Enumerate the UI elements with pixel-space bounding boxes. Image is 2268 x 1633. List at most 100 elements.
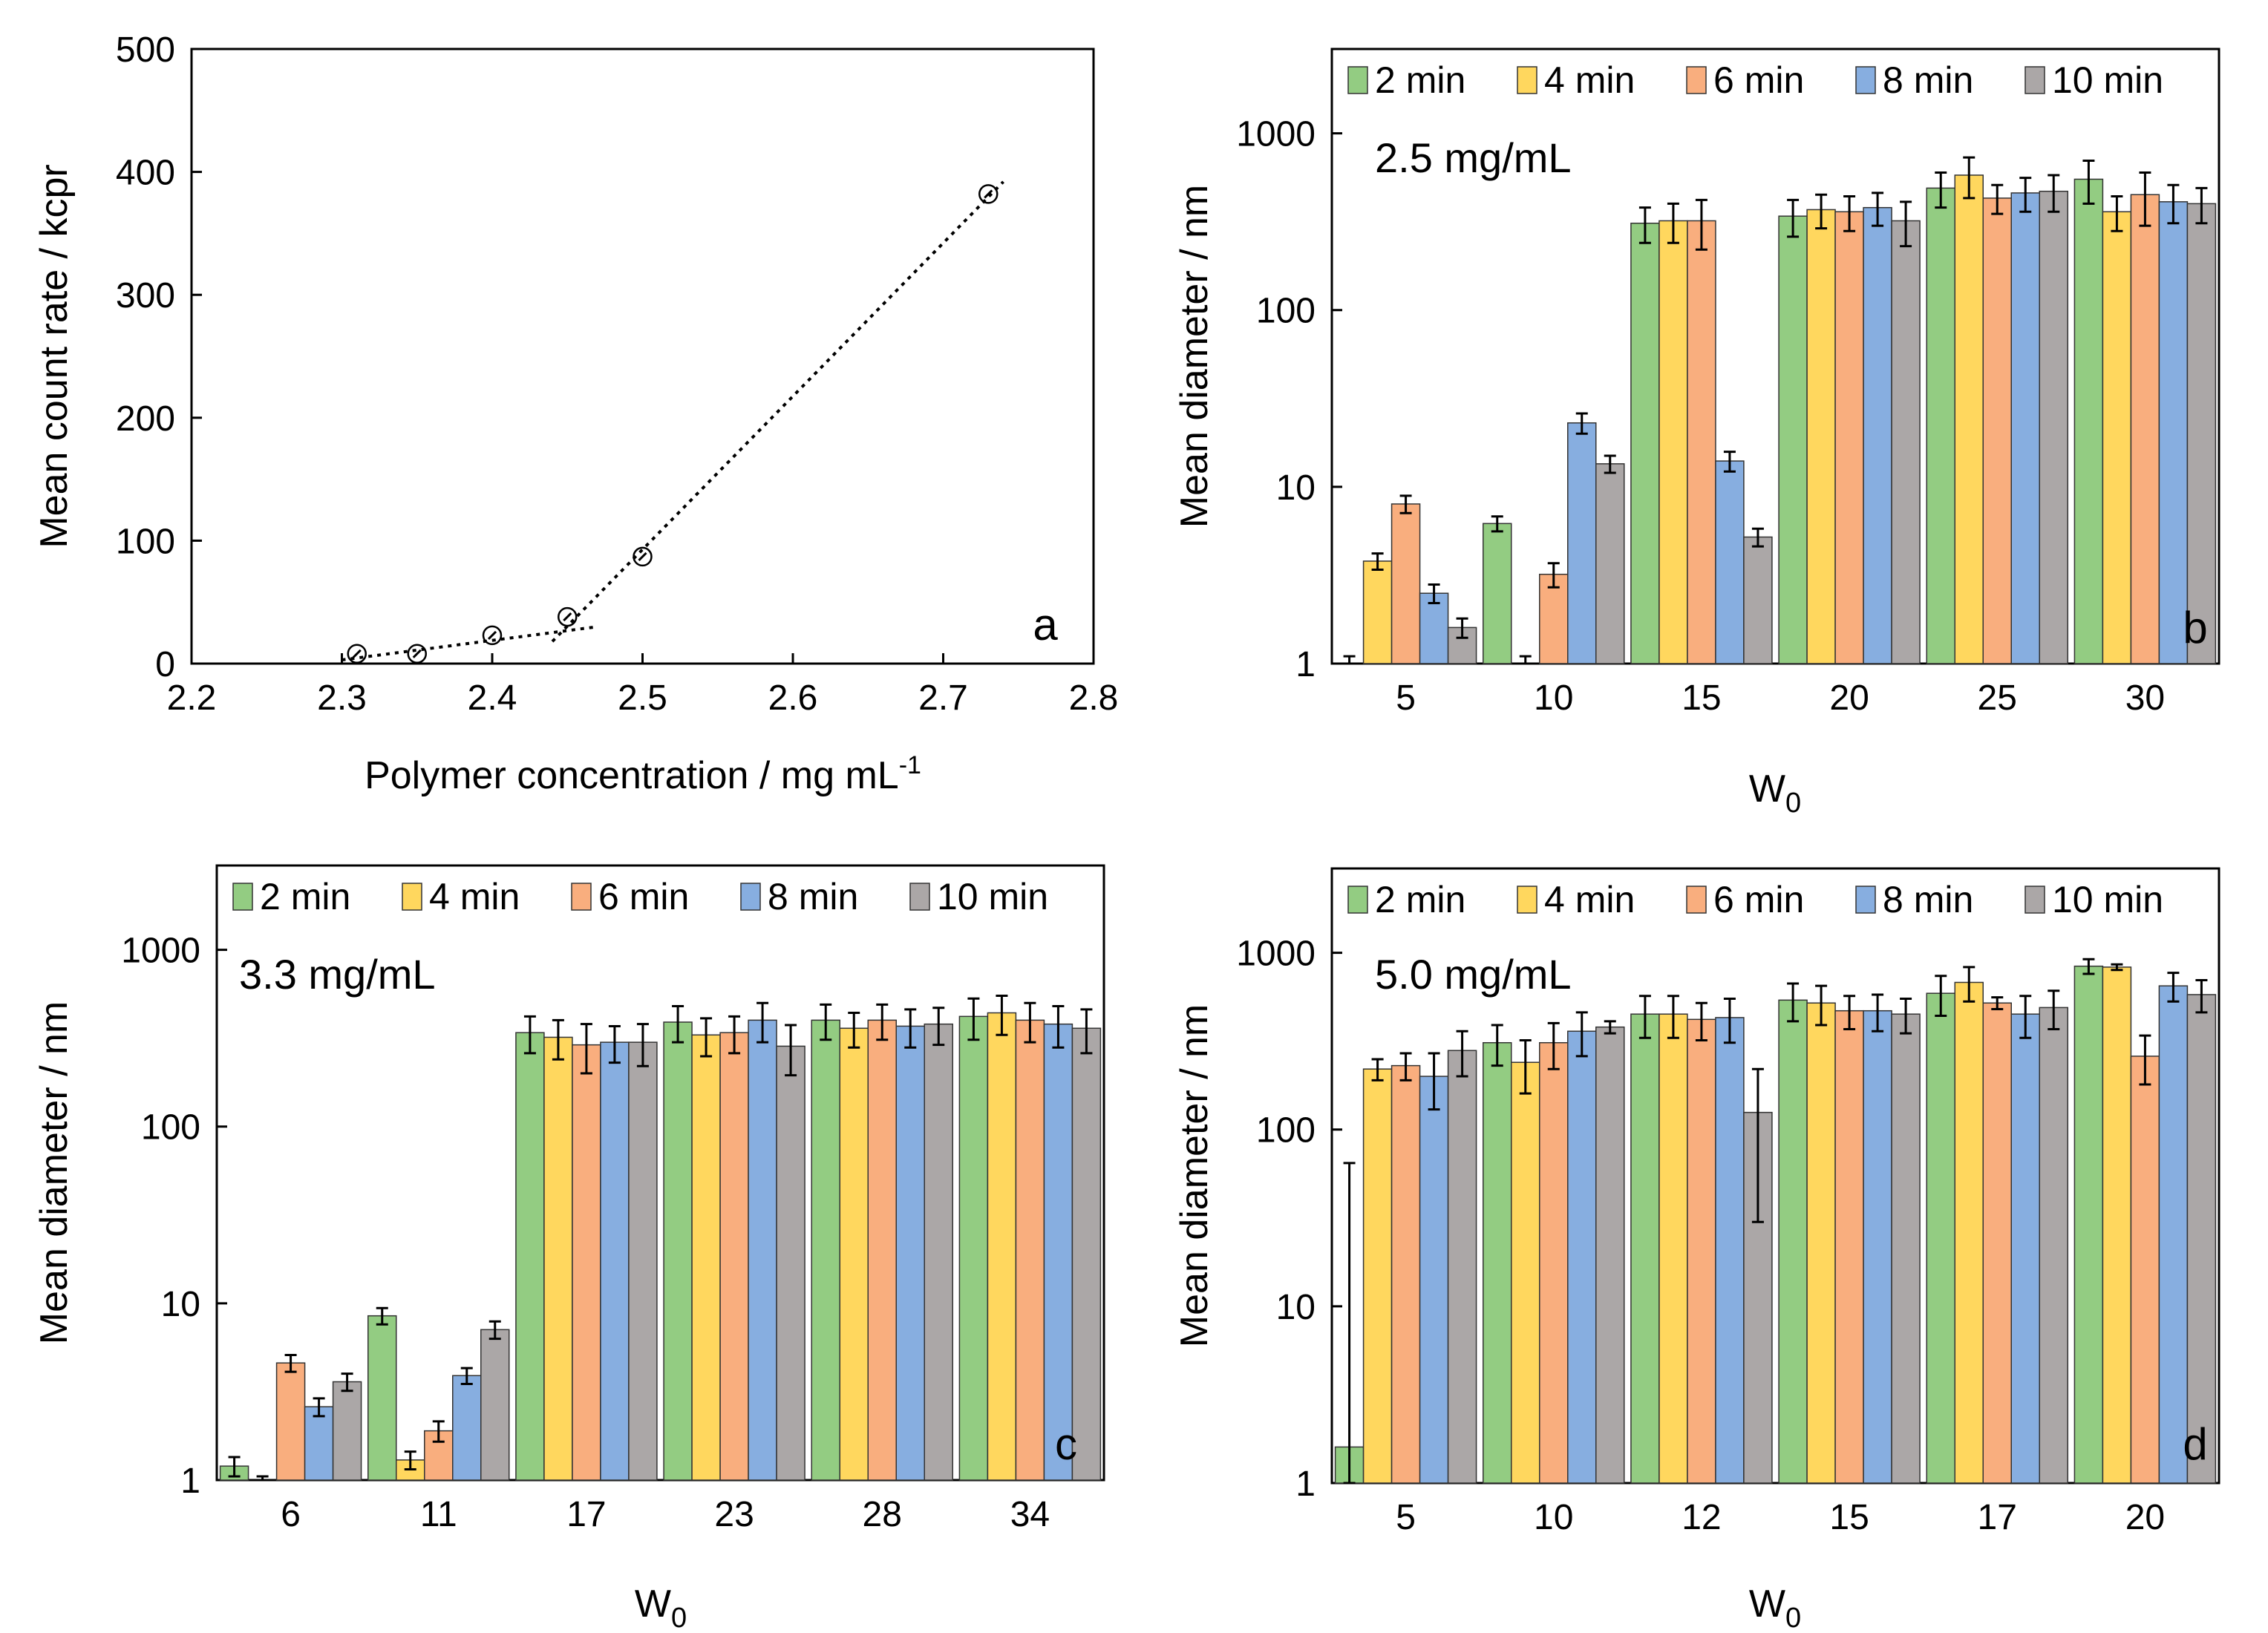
panel-d-legend-label: 6 min <box>1713 879 1804 920</box>
panel-d-bar <box>1447 1050 1477 1484</box>
panel-b-bar <box>1715 460 1745 664</box>
panel-a-fit-line <box>341 625 598 662</box>
panel-b-bar <box>2158 201 2189 664</box>
panel-d-bar <box>2158 985 2189 1484</box>
panel-c-y-tick-label: 1 <box>180 1462 200 1501</box>
panel-d-bar <box>1926 992 1955 1484</box>
panel-d-legend-swatch <box>1517 886 1537 914</box>
panel-b-letter: b <box>2183 603 2207 652</box>
panel-c-bar <box>1015 1019 1045 1481</box>
panel-c-legend-label: 8 min <box>768 876 858 917</box>
panel-b-bar-chart: 1 10 100 1000 5 10 15 20 25 30 2 min 4 min 6 min 8 m… <box>1173 48 2220 819</box>
panel-b-bar <box>1390 503 1421 664</box>
panel-c-bar <box>275 1362 306 1481</box>
panel-a-point-marker-slash <box>563 612 572 622</box>
panel-b-y-tick-label: 1 <box>1295 645 1316 684</box>
panel-c-bar <box>867 1019 897 1481</box>
panel-c-x-tick-label: 17 <box>566 1495 606 1534</box>
panel-c-legend-swatch <box>402 883 422 911</box>
panel-d-bar <box>1658 1013 1688 1484</box>
panel-a-scatter-chart: 2.2 2.3 2.4 2.5 2.6 2.7 2.8 0 100 200 300 400 500 Po… <box>33 30 1118 797</box>
panel-d-legend-label: 10 min <box>2052 879 2163 920</box>
panel-c-letter: c <box>1055 1419 1077 1469</box>
panel-d-bar <box>1483 1041 1512 1484</box>
panel-b-bar <box>1891 220 1921 664</box>
panel-b-legend-label: 2 min <box>1375 59 1465 101</box>
panel-c-bar <box>958 1015 989 1481</box>
panel-a-data-point <box>347 644 367 664</box>
panel-c-x-axis-label: W0 <box>635 1583 687 1633</box>
panel-b-bar <box>1778 215 1808 664</box>
panel-a-ticks: 2.2 2.3 2.4 2.5 2.6 2.7 2.8 0 100 200 300 400 500 <box>116 30 1118 718</box>
panel-a-data-point <box>482 625 503 646</box>
panel-a-x-tick-label: 2.4 <box>468 678 517 718</box>
panel-d-bar <box>1863 1009 1892 1484</box>
panel-d-bar <box>1390 1064 1421 1484</box>
panel-c-bar <box>572 1044 601 1481</box>
panel-b-bar <box>1982 197 2012 664</box>
panel-b-x-tick-label: 30 <box>2125 678 2165 718</box>
panel-b-bar <box>1630 222 1660 664</box>
panel-c-plot-frame <box>215 864 1105 1482</box>
panel-b-legend-label: 4 min <box>1544 59 1635 101</box>
panel-c-bar <box>628 1041 658 1481</box>
panel-c-bars <box>219 994 1102 1482</box>
panel-d-x-tick-label: 12 <box>1682 1498 1721 1537</box>
panel-b-x-tick-label: 25 <box>1978 678 2017 718</box>
panel-c-bar <box>515 1032 545 1481</box>
panel-a-point-marker-slash <box>984 189 993 199</box>
panel-b-legend-swatch <box>2024 66 2045 94</box>
panel-a-y-tick-label: 200 <box>116 399 175 439</box>
panel-c-legend-swatch <box>740 883 761 911</box>
panel-d-bar <box>1630 1013 1660 1484</box>
panel-b-legend-swatch <box>1347 66 1368 94</box>
panel-c-bar <box>543 1036 573 1481</box>
panel-b-y-tick-label: 1000 <box>1236 115 1316 154</box>
panel-c-y-tick-label: 100 <box>141 1108 200 1148</box>
panel-c-bar-chart: 1 10 100 1000 6 11 17 23 28 34 2 min 4 min 6 min 8 m… <box>33 864 1105 1633</box>
panel-d-bar <box>2010 1013 2040 1484</box>
panel-d-bar <box>1806 1002 1836 1484</box>
panel-d-bar <box>1362 1068 1393 1484</box>
panel-d-y-tick-label: 10 <box>1276 1288 1316 1327</box>
panel-d-y-tick-label: 100 <box>1256 1111 1316 1151</box>
panel-a-point-marker-slash <box>487 630 497 640</box>
panel-d-bar <box>1595 1026 1625 1484</box>
panel-d-legend-swatch <box>1855 886 1876 914</box>
panel-c-y-tick-label: 10 <box>161 1285 200 1324</box>
panel-d-legend-label: 8 min <box>1883 879 1973 920</box>
panel-b-bar <box>1834 211 1864 664</box>
panel-c-bar <box>839 1027 869 1481</box>
panel-c-bar <box>691 1034 721 1481</box>
panel-c-legend-label: 10 min <box>937 876 1048 917</box>
panel-c-legend-swatch <box>909 883 930 911</box>
panel-d-bar <box>1715 1017 1745 1484</box>
panel-b-legend-swatch <box>1855 66 1876 94</box>
panel-b-bar <box>1595 463 1625 664</box>
panel-b-x-tick-label: 5 <box>1396 678 1416 718</box>
panel-b-bar <box>2130 194 2160 664</box>
panel-c-legend-label: 4 min <box>429 876 520 917</box>
panel-b-bars <box>1343 156 2217 665</box>
panel-c-concentration-label: 3.3 mg/mL <box>239 951 436 998</box>
panel-b-bar <box>1362 560 1393 664</box>
panel-b-x-tick-label: 10 <box>1534 678 1573 718</box>
panel-b-bar <box>2039 190 2068 664</box>
panel-d-legend-label: 2 min <box>1375 879 1465 920</box>
panel-c-bar <box>600 1041 630 1481</box>
panel-b-legend-swatch <box>1686 66 1707 94</box>
panel-c-legend-label: 6 min <box>598 876 689 917</box>
panel-b-legend-label: 10 min <box>2052 59 2163 101</box>
panel-b-x-axis-label: W0 <box>1749 768 1801 819</box>
panel-d-legend: 2 min 4 min 6 min 8 min 10 min <box>1347 879 2163 920</box>
panel-b-bar <box>1687 220 1716 664</box>
panel-a-data-point <box>978 184 999 204</box>
panel-d-bar <box>1891 1013 1921 1484</box>
panel-d-legend-swatch <box>1347 886 1368 914</box>
panel-d-x-tick-label: 17 <box>1978 1498 2017 1537</box>
panel-c-x-tick-label: 23 <box>714 1495 754 1534</box>
panel-c-bar <box>1043 1023 1073 1481</box>
panel-c-bar <box>663 1021 693 1481</box>
panel-d-bar <box>2130 1056 2160 1484</box>
panel-b-y-tick-label: 100 <box>1256 292 1316 331</box>
